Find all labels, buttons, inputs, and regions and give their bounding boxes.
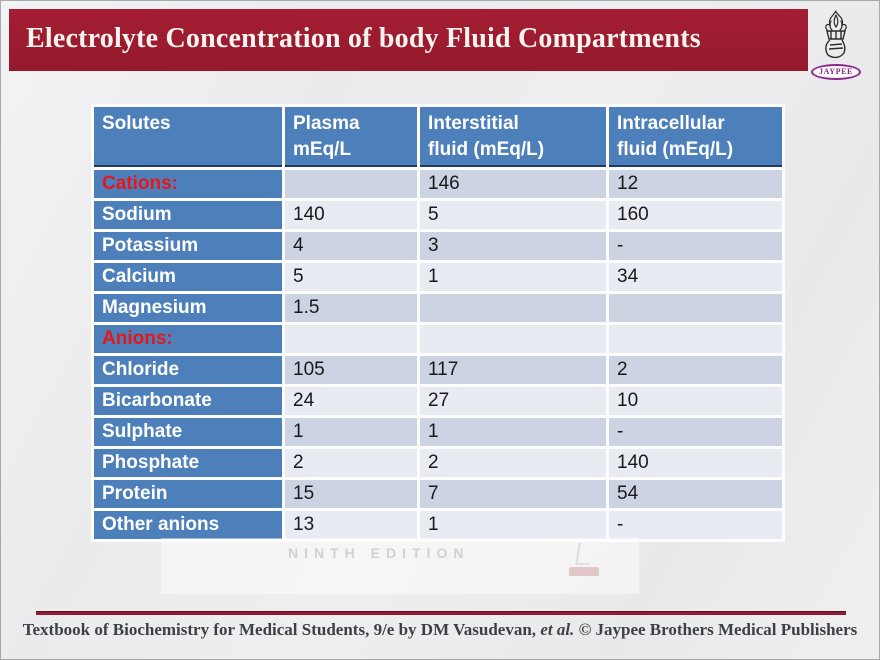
intracellular-value-cell: 2 <box>609 356 782 384</box>
intracellular-value-cell: 54 <box>609 480 782 508</box>
watermark-red-base <box>569 567 599 576</box>
plasma-value-cell: 5 <box>285 263 417 291</box>
solute-label-cell: Sodium <box>94 201 282 229</box>
electrolyte-table: Solutes Plasma mEq/L Interstitial fluid … <box>91 104 785 542</box>
watermark-glyph <box>575 543 593 565</box>
interstitial-value-cell: 7 <box>420 480 606 508</box>
intracellular-value-cell: 160 <box>609 201 782 229</box>
table-row: Bicarbonate 24 27 10 <box>94 387 782 415</box>
footer-divider <box>36 611 846 615</box>
footer-credit: Textbook of Biochemistry for Medical Stu… <box>22 620 858 639</box>
solute-label-cell: Cations: <box>94 170 282 198</box>
et-al-italic: et al. <box>540 620 575 639</box>
interstitial-value-cell: 1 <box>420 511 606 539</box>
column-header-solutes: Solutes <box>94 107 282 167</box>
table-row: Calcium 5 1 34 <box>94 263 782 291</box>
intracellular-value-cell <box>609 294 782 322</box>
interstitial-value-cell: 27 <box>420 387 606 415</box>
table-row: Other anions 13 1 - <box>94 511 782 539</box>
intracellular-value-cell: 10 <box>609 387 782 415</box>
table-row: Potassium 4 3 - <box>94 232 782 260</box>
interstitial-value-cell: 117 <box>420 356 606 384</box>
solute-label-cell: Sulphate <box>94 418 282 446</box>
solute-label-cell: Chloride <box>94 356 282 384</box>
torch-icon <box>825 10 847 59</box>
watermark-figure <box>567 543 601 579</box>
table-row: Phosphate 2 2 140 <box>94 449 782 477</box>
solute-label-cell: Bicarbonate <box>94 387 282 415</box>
ninth-edition-watermark: NINTH EDITION <box>288 545 470 561</box>
intracellular-value-cell: 12 <box>609 170 782 198</box>
plasma-value-cell: 105 <box>285 356 417 384</box>
table-row: Protein 15 7 54 <box>94 480 782 508</box>
plasma-value-cell: 140 <box>285 201 417 229</box>
plasma-value-cell: 15 <box>285 480 417 508</box>
intracellular-value-cell <box>609 325 782 353</box>
solute-label-cell: Magnesium <box>94 294 282 322</box>
interstitial-value-cell: 5 <box>420 201 606 229</box>
column-header-interstitial: Interstitial fluid (mEq/L) <box>420 107 606 167</box>
intracellular-value-cell: - <box>609 511 782 539</box>
table-row: Chloride 105 117 2 <box>94 356 782 384</box>
solute-label-cell: Other anions <box>94 511 282 539</box>
plasma-value-cell <box>285 170 417 198</box>
intracellular-value-cell: 140 <box>609 449 782 477</box>
jaypee-logo-label: JAYPEE <box>811 64 861 80</box>
plasma-value-cell <box>285 325 417 353</box>
plasma-value-cell: 4 <box>285 232 417 260</box>
book-cover-watermark <box>161 538 639 594</box>
interstitial-value-cell: 3 <box>420 232 606 260</box>
table-row: Anions: <box>94 325 782 353</box>
table-row: Cations: 146 12 <box>94 170 782 198</box>
header-row: Solutes Plasma mEq/L Interstitial fluid … <box>94 107 782 167</box>
jaypee-logo: JAYPEE <box>805 9 867 85</box>
solute-label-cell: Protein <box>94 480 282 508</box>
solute-label-cell: Potassium <box>94 232 282 260</box>
plasma-value-cell: 13 <box>285 511 417 539</box>
plasma-value-cell: 1 <box>285 418 417 446</box>
table-row: Sulphate 1 1 - <box>94 418 782 446</box>
solute-label-cell: Calcium <box>94 263 282 291</box>
intracellular-value-cell: - <box>609 232 782 260</box>
plasma-value-cell: 1.5 <box>285 294 417 322</box>
title-bar: Electrolyte Concentration of body Fluid … <box>9 9 808 71</box>
table-row: Sodium 140 5 160 <box>94 201 782 229</box>
intracellular-value-cell: - <box>609 418 782 446</box>
interstitial-value-cell: 2 <box>420 449 606 477</box>
plasma-value-cell: 24 <box>285 387 417 415</box>
intracellular-value-cell: 34 <box>609 263 782 291</box>
plasma-value-cell: 2 <box>285 449 417 477</box>
table-row: Magnesium 1.5 <box>94 294 782 322</box>
interstitial-value-cell <box>420 325 606 353</box>
column-header-plasma: Plasma mEq/L <box>285 107 417 167</box>
solute-label-cell: Phosphate <box>94 449 282 477</box>
column-header-intracellular: Intracellular fluid (mEq/L) <box>609 107 782 167</box>
interstitial-value-cell: 146 <box>420 170 606 198</box>
interstitial-value-cell: 1 <box>420 418 606 446</box>
page-title: Electrolyte Concentration of body Fluid … <box>26 23 701 54</box>
solute-label-cell: Anions: <box>94 325 282 353</box>
interstitial-value-cell: 1 <box>420 263 606 291</box>
interstitial-value-cell <box>420 294 606 322</box>
